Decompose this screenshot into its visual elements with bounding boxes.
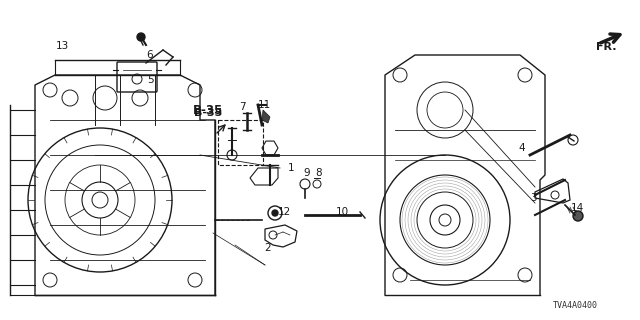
Text: 14: 14 <box>570 203 584 213</box>
Text: 3: 3 <box>530 193 536 203</box>
Text: 12: 12 <box>277 207 291 217</box>
Text: TVA4A0400: TVA4A0400 <box>552 300 598 309</box>
Circle shape <box>573 211 583 221</box>
Text: 5: 5 <box>147 75 154 85</box>
Circle shape <box>137 33 145 41</box>
Text: 13: 13 <box>56 41 68 51</box>
Text: B-35: B-35 <box>193 103 223 116</box>
Text: 2: 2 <box>265 243 271 253</box>
Text: 10: 10 <box>335 207 349 217</box>
Bar <box>218 120 263 165</box>
Text: 1: 1 <box>288 163 294 173</box>
Text: 4: 4 <box>518 143 525 153</box>
Text: 11: 11 <box>257 100 271 110</box>
Text: 8: 8 <box>316 168 323 178</box>
Text: 7: 7 <box>239 102 245 112</box>
Text: FR.: FR. <box>596 42 616 52</box>
Text: 6: 6 <box>147 50 154 60</box>
Text: 9: 9 <box>304 168 310 178</box>
Text: B-35: B-35 <box>194 108 222 118</box>
Circle shape <box>272 210 278 216</box>
Polygon shape <box>262 110 270 123</box>
